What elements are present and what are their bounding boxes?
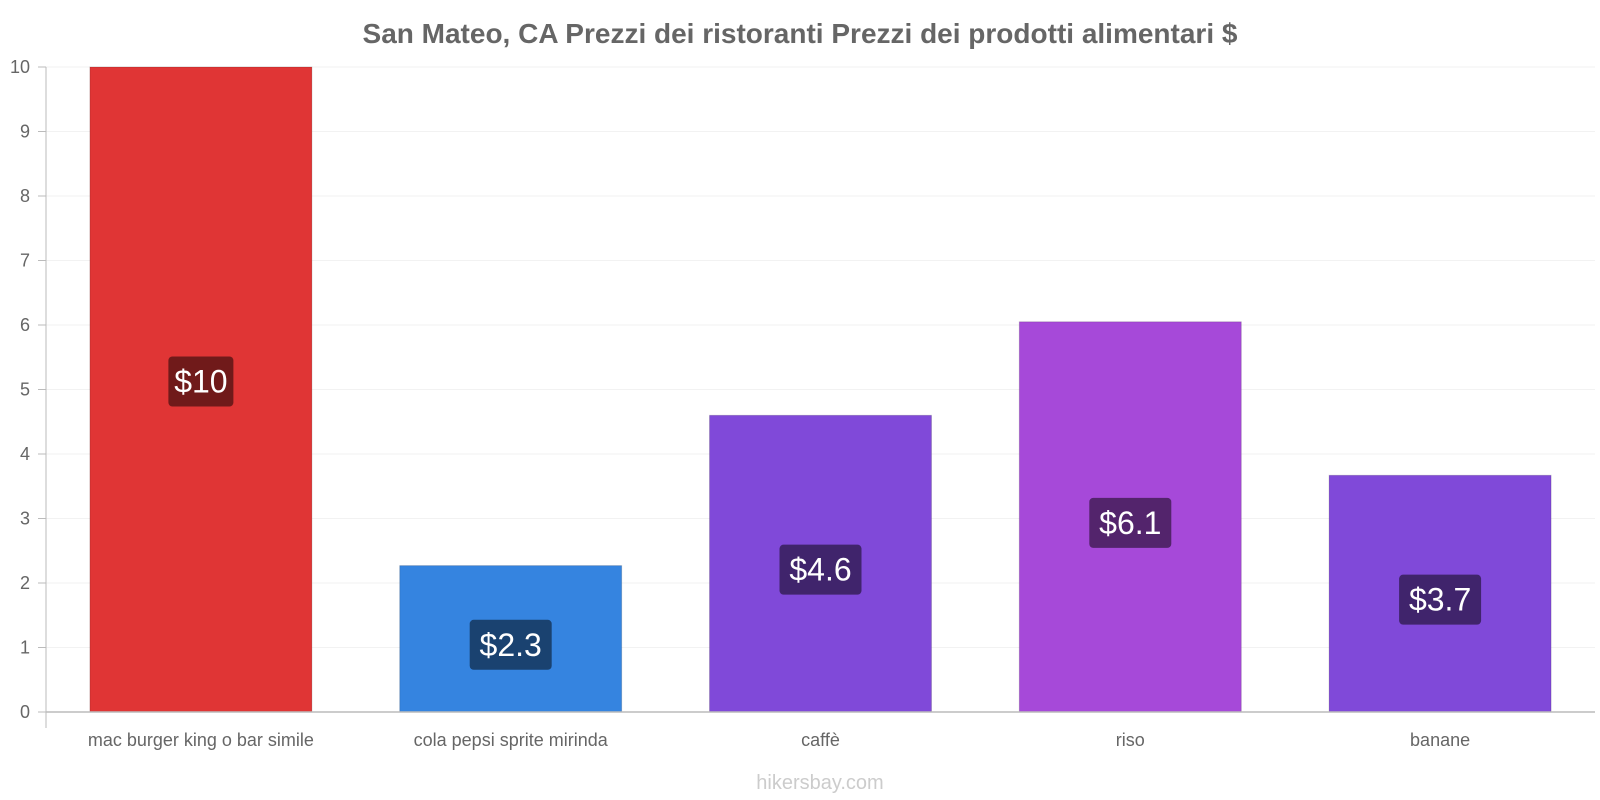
value-label-badge bbox=[469, 619, 552, 670]
value-label-badge bbox=[1089, 497, 1172, 548]
value-label: $10 bbox=[174, 364, 227, 400]
y-tick-label: 7 bbox=[20, 251, 30, 271]
value-labels: $10 $2.3 $4.6 $6.1 $3.7 bbox=[168, 356, 1482, 670]
y-tick-label: 0 bbox=[20, 702, 30, 722]
y-tick-label: 10 bbox=[10, 57, 30, 77]
y-tick-label: 2 bbox=[20, 573, 30, 593]
x-category-label: caffè bbox=[801, 730, 840, 750]
value-label-badge bbox=[779, 544, 862, 595]
x-category-label: banane bbox=[1410, 730, 1470, 750]
y-tick-label: 6 bbox=[20, 315, 30, 335]
y-tick-label: 9 bbox=[20, 122, 30, 142]
x-category-label: mac burger king o bar simile bbox=[88, 730, 314, 750]
chart-title: San Mateo, CA Prezzi dei ristoranti Prez… bbox=[363, 18, 1238, 49]
x-category-label: riso bbox=[1116, 730, 1145, 750]
value-label-badge bbox=[168, 356, 234, 407]
watermark: hikersbay.com bbox=[756, 772, 883, 794]
axes: 0 1 2 3 4 5 6 7 8 9 10 mac burger king o bar simile… bbox=[10, 57, 1595, 750]
value-label: $3.7 bbox=[1409, 582, 1471, 618]
value-label-badge bbox=[1399, 574, 1482, 625]
value-label: $6.1 bbox=[1099, 505, 1161, 541]
y-tick-label: 5 bbox=[20, 380, 30, 400]
y-tick-label: 3 bbox=[20, 509, 30, 529]
y-tick-label: 8 bbox=[20, 186, 30, 206]
y-tick-label: 1 bbox=[20, 638, 30, 658]
y-tick-label: 4 bbox=[20, 444, 30, 464]
value-label: $2.3 bbox=[480, 627, 542, 663]
value-label: $4.6 bbox=[789, 552, 851, 588]
x-category-label: cola pepsi sprite mirinda bbox=[414, 730, 609, 750]
